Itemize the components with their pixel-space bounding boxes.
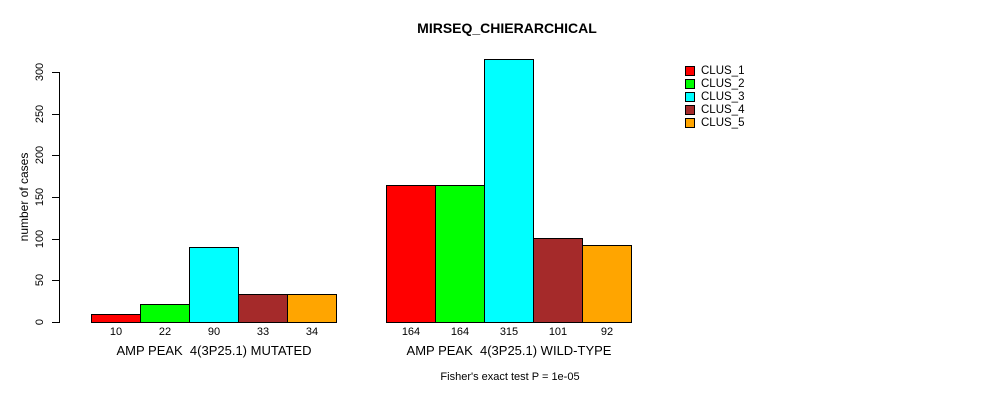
bar-value-label: 22 bbox=[158, 326, 172, 338]
bar-clus_4-group1 bbox=[238, 294, 288, 323]
bar-clus_5-group2 bbox=[582, 245, 632, 323]
y-tick-label: 250 bbox=[34, 104, 46, 124]
bar-clus_1-group2 bbox=[386, 185, 436, 323]
bar-clus_3-group2 bbox=[484, 59, 534, 323]
bar-value-label: 34 bbox=[305, 326, 319, 338]
legend-color-swatch-icon bbox=[685, 65, 695, 76]
bar-clus_3-group1 bbox=[189, 247, 239, 323]
legend-item-clus_4: CLUS_4 bbox=[685, 103, 744, 116]
y-tick-label: 300 bbox=[34, 62, 46, 82]
caption-fisher-test: Fisher's exact test P = 1e-05 bbox=[440, 371, 580, 383]
bar-clus_2-group2 bbox=[435, 185, 485, 323]
y-tick-mark bbox=[52, 114, 59, 115]
legend-label: CLUS_2 bbox=[701, 77, 745, 90]
y-tick-label: 0 bbox=[34, 318, 46, 326]
legend-item-clus_2: CLUS_2 bbox=[685, 77, 744, 90]
y-tick-mark bbox=[52, 72, 59, 73]
legend-item-clus_3: CLUS_3 bbox=[685, 90, 744, 103]
bar-value-label: 164 bbox=[450, 326, 470, 338]
y-axis-title: number of cases bbox=[17, 152, 31, 242]
y-tick-mark bbox=[52, 197, 59, 198]
y-tick-label: 150 bbox=[34, 187, 46, 207]
y-tick-mark bbox=[52, 280, 59, 281]
bar-clus_4-group2 bbox=[533, 238, 583, 323]
y-tick-label: 200 bbox=[34, 145, 46, 165]
legend-color-swatch-icon bbox=[685, 117, 695, 128]
y-tick-mark bbox=[52, 239, 59, 240]
legend-color-swatch-icon bbox=[685, 91, 695, 102]
bar-clus_2-group1 bbox=[140, 304, 190, 323]
bar-value-label: 90 bbox=[207, 326, 221, 338]
legend-label: CLUS_1 bbox=[701, 64, 745, 77]
legend-label: CLUS_5 bbox=[701, 116, 745, 129]
bar-value-label: 92 bbox=[600, 326, 614, 338]
y-tick-mark bbox=[52, 155, 59, 156]
y-tick-label: 100 bbox=[34, 229, 46, 249]
bar-value-label: 164 bbox=[401, 326, 421, 338]
group-label-wild-type: AMP PEAK 4(3P25.1) WILD-TYPE bbox=[406, 343, 612, 358]
legend-item-clus_1: CLUS_1 bbox=[685, 64, 744, 77]
legend-item-clus_5: CLUS_5 bbox=[685, 116, 744, 129]
legend-color-swatch-icon bbox=[685, 104, 695, 115]
bar-value-label: 33 bbox=[256, 326, 270, 338]
bar-value-label: 315 bbox=[499, 326, 519, 338]
legend: CLUS_1 CLUS_2 CLUS_3 CLUS_4 CLUS_5 bbox=[685, 64, 744, 129]
bar-value-label: 101 bbox=[548, 326, 568, 338]
chart-title: MIRSEQ_CHIERARCHICAL bbox=[417, 20, 597, 36]
bar-clus_5-group1 bbox=[287, 294, 337, 323]
y-axis-line bbox=[59, 72, 60, 323]
legend-label: CLUS_4 bbox=[701, 103, 745, 116]
bar-clus_1-group1 bbox=[91, 314, 141, 323]
y-tick-label: 50 bbox=[34, 273, 46, 287]
legend-label: CLUS_3 bbox=[701, 90, 745, 103]
group-label-mutated: AMP PEAK 4(3P25.1) MUTATED bbox=[116, 343, 312, 358]
y-tick-mark bbox=[52, 322, 59, 323]
legend-color-swatch-icon bbox=[685, 78, 695, 89]
bar-value-label: 10 bbox=[109, 326, 123, 338]
